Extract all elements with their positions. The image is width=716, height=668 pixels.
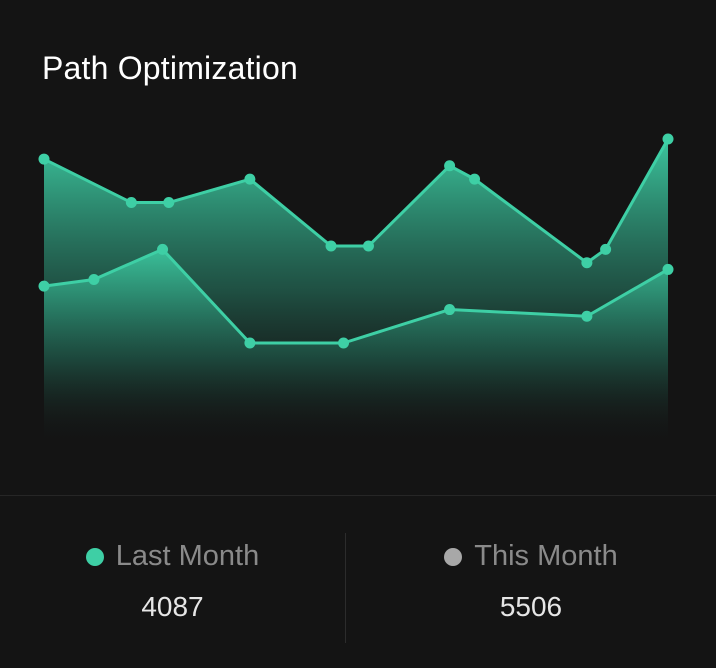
footer-divider — [0, 495, 716, 496]
data-point[interactable] — [600, 243, 612, 255]
data-point[interactable] — [338, 337, 350, 349]
data-point[interactable] — [325, 240, 337, 252]
legend-divider — [345, 533, 346, 643]
data-point[interactable] — [662, 263, 674, 275]
data-point[interactable] — [38, 280, 50, 292]
data-point[interactable] — [469, 173, 481, 185]
data-point[interactable] — [662, 133, 674, 145]
area-chart — [38, 133, 674, 445]
data-point[interactable] — [125, 197, 137, 209]
series-line-1 — [43, 247, 669, 345]
data-point[interactable] — [157, 243, 169, 255]
data-point[interactable] — [581, 257, 593, 269]
data-point[interactable] — [163, 197, 175, 209]
legend-value-this-month: 5506 — [499, 591, 563, 622]
data-point[interactable] — [362, 240, 374, 252]
data-point[interactable] — [38, 153, 50, 165]
legend-label-last-month: Last Month — [115, 540, 260, 572]
data-point[interactable] — [581, 310, 593, 322]
legend-value-last-month: 4087 — [141, 591, 204, 622]
legend-dot-last-month — [85, 547, 104, 566]
data-point[interactable] — [244, 173, 256, 185]
legend-dot-this-month — [444, 547, 463, 566]
data-point[interactable] — [88, 273, 100, 285]
data-point[interactable] — [444, 160, 456, 172]
legend-this-month: This Month 5506 — [346, 540, 716, 623]
data-point[interactable] — [444, 304, 456, 316]
data-point[interactable] — [244, 337, 256, 349]
legend-label-this-month: This Month — [474, 540, 618, 572]
chart-title: Path Optimization — [42, 50, 298, 86]
series-area-1 — [44, 249, 668, 445]
legend-last-month: Last Month 4087 — [0, 540, 345, 623]
